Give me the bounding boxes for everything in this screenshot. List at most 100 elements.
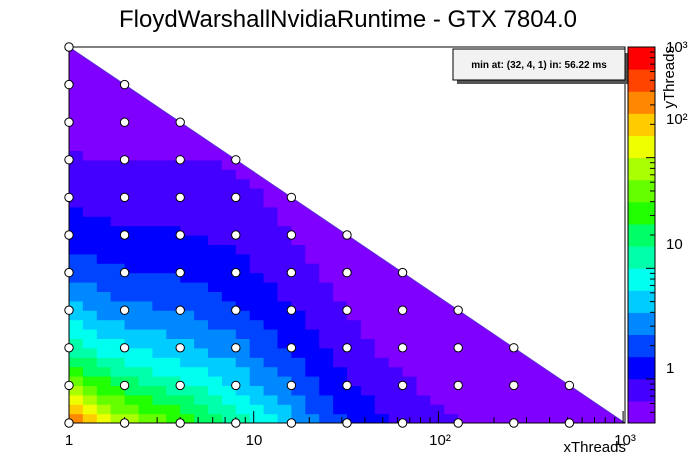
heat-cell — [166, 413, 181, 423]
heat-cell — [221, 272, 237, 283]
colorbar-tick-label: 10² — [666, 111, 688, 128]
heat-cell — [221, 216, 237, 227]
heat-cell — [374, 329, 390, 339]
heat-cell — [82, 103, 98, 114]
heat-cell — [180, 253, 195, 264]
heat-cell — [82, 84, 98, 95]
heat-cell — [388, 282, 404, 292]
heat-cell — [180, 366, 195, 377]
sample-point — [119, 267, 130, 278]
heat-cell — [555, 413, 570, 423]
heat-cell — [541, 385, 557, 396]
heat-cell — [249, 376, 265, 386]
heat-cell — [180, 319, 195, 330]
heat-cell — [374, 366, 390, 377]
heat-cell — [305, 357, 320, 368]
heat-cell — [402, 329, 418, 339]
heat-cell — [486, 413, 501, 423]
heat-cell — [513, 376, 529, 386]
heat-cell — [96, 413, 112, 423]
heat-cell — [82, 225, 98, 236]
heat-cell — [69, 225, 84, 236]
heat-cell — [291, 319, 306, 330]
heat-cell — [166, 206, 181, 217]
sample-point — [119, 192, 130, 203]
heat-cell — [110, 112, 126, 123]
heat-cell — [124, 394, 140, 405]
heat-cell — [221, 282, 237, 292]
heat-cell — [180, 244, 195, 255]
heat-cell — [180, 300, 195, 311]
heat-cell — [402, 347, 418, 358]
heat-cell — [82, 94, 98, 104]
heat-cell — [180, 338, 195, 349]
heat-cell — [249, 329, 265, 339]
heat-cell — [166, 178, 181, 189]
sample-point — [175, 155, 185, 165]
heat-cell — [208, 319, 223, 330]
heat-cell — [277, 263, 292, 274]
heat-cell — [110, 366, 126, 377]
heat-cell — [347, 244, 362, 255]
heat-cell — [82, 357, 98, 368]
heat-cell — [82, 159, 98, 170]
heat-cell — [110, 253, 126, 264]
heat-cell — [527, 404, 543, 415]
sample-point — [119, 117, 130, 127]
heat-cell — [291, 357, 306, 368]
heat-cell — [347, 347, 362, 358]
heat-cell — [69, 169, 84, 180]
heat-cell — [138, 188, 153, 198]
heat-cell — [69, 65, 84, 76]
heat-cell — [249, 197, 265, 208]
heat-cell — [194, 385, 209, 396]
heat-cell — [360, 272, 376, 283]
heat-cell — [152, 394, 167, 405]
heat-cell — [597, 413, 612, 423]
heat-cell — [96, 319, 112, 330]
sample-point — [119, 155, 130, 165]
heat-cell — [430, 404, 445, 415]
plot-area — [64, 42, 626, 428]
heat-cell — [249, 253, 265, 264]
heat-cell — [194, 272, 209, 283]
heat-cell — [444, 385, 459, 396]
heat-cell — [180, 150, 195, 161]
heat-cell — [166, 235, 181, 245]
heat-cell — [458, 413, 473, 423]
heat-cell — [152, 244, 167, 255]
heat-cell — [180, 263, 195, 274]
heat-cell — [152, 385, 167, 396]
sample-point — [342, 418, 352, 428]
sample-point — [231, 305, 241, 315]
heat-cell — [221, 319, 237, 330]
sample-point — [286, 230, 297, 240]
heat-cell — [110, 206, 126, 217]
heat-cell — [333, 282, 348, 292]
heat-cell — [124, 131, 140, 142]
heat-cell — [208, 404, 223, 415]
heat-cell — [347, 291, 362, 302]
heat-cell — [388, 300, 404, 311]
heat-cell — [180, 272, 195, 283]
colorbar-band — [628, 356, 655, 380]
heat-cell — [194, 282, 209, 292]
heat-cell — [208, 413, 223, 423]
heat-cell — [69, 253, 84, 264]
heat-cell — [249, 263, 265, 274]
heat-cell — [180, 310, 195, 321]
heat-cell — [82, 329, 98, 339]
sample-point — [119, 343, 130, 353]
heat-cell — [208, 300, 223, 311]
sample-point — [286, 192, 297, 203]
heat-cell — [333, 385, 348, 396]
heat-cell — [221, 225, 237, 236]
heat-cell — [374, 263, 390, 274]
sample-point — [564, 418, 575, 428]
heat-cell — [472, 347, 487, 358]
heat-cell — [305, 291, 320, 302]
heat-cell — [416, 338, 431, 349]
heat-cell — [166, 329, 181, 339]
heat-cell — [347, 357, 362, 368]
heat-cell — [249, 310, 265, 321]
